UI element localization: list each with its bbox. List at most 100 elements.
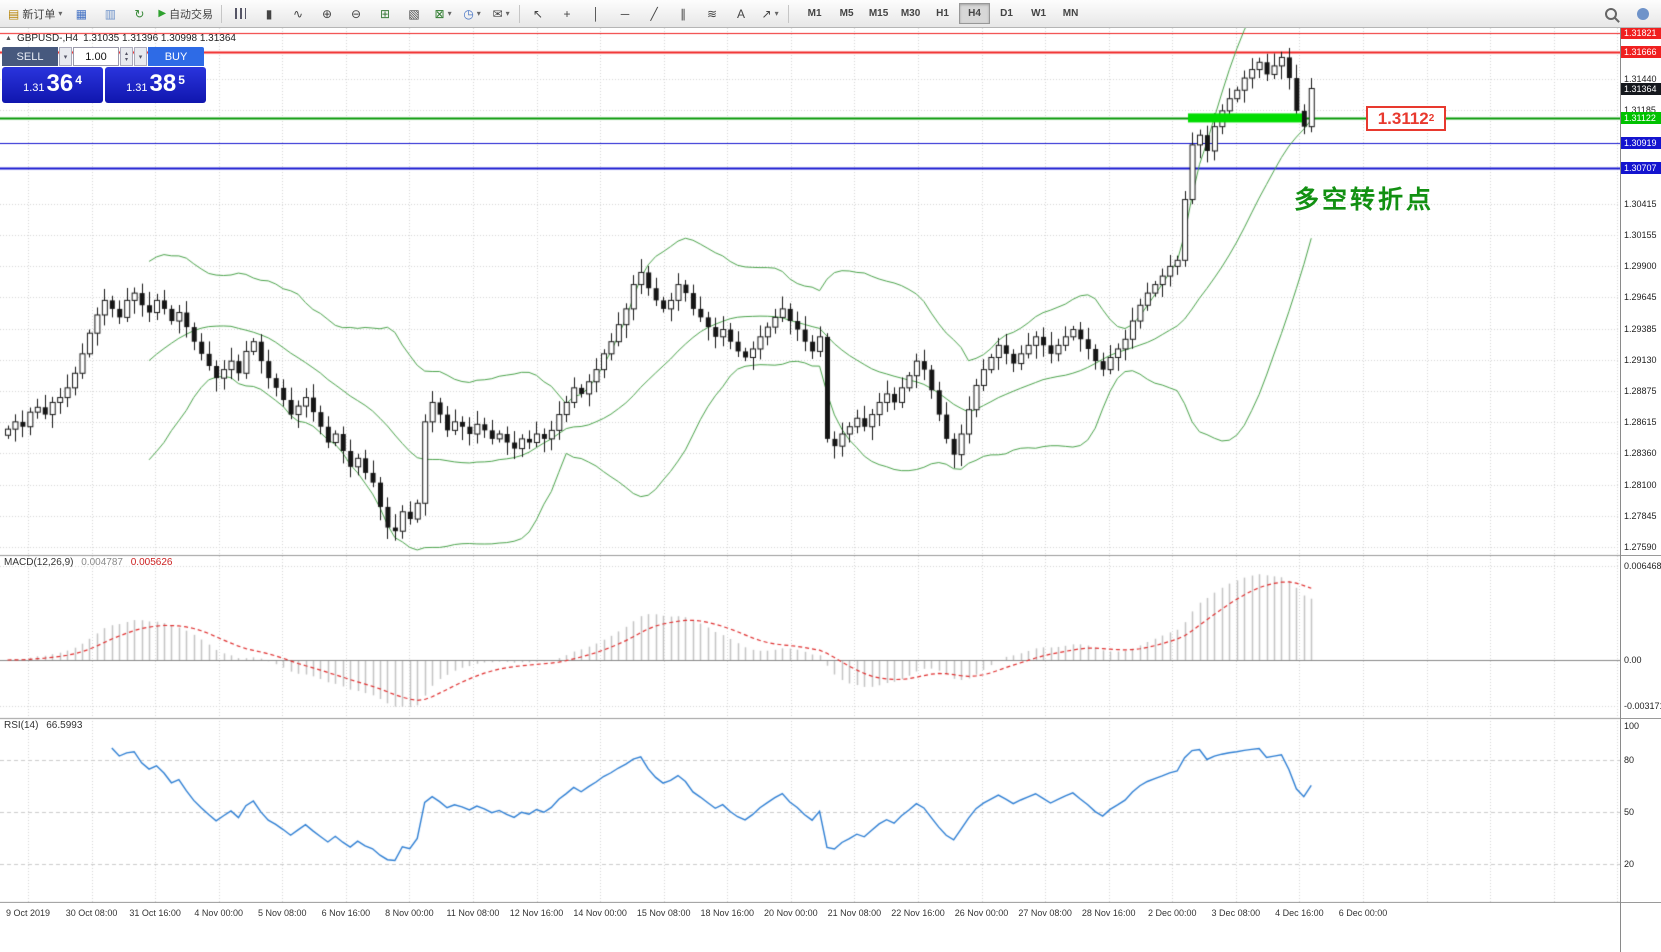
- toolbar-separator: [519, 4, 521, 23]
- market-watch-icon: ▥: [104, 6, 117, 21]
- time-axis-label: 22 Nov 16:00: [891, 908, 945, 918]
- price-badge: 1.31122: [1621, 111, 1661, 124]
- time-axis-label: 11 Nov 08:00: [446, 908, 500, 918]
- timeframe-m5[interactable]: M5: [839, 8, 854, 19]
- vertical-line-icon: │: [592, 6, 600, 21]
- indicators-button[interactable]: ⊠ ▾: [429, 2, 457, 26]
- sell-options-caret[interactable]: ▾: [59, 47, 72, 66]
- zoom-out-icon: ⊖: [351, 6, 362, 21]
- market-watch-button[interactable]: ▥: [96, 2, 124, 26]
- price-chart-canvas[interactable]: [0, 28, 1620, 903]
- charts-grid-icon: ▦: [75, 6, 88, 21]
- time-axis-label: 12 Nov 16:00: [509, 908, 564, 918]
- auto-arrange-icon: ▧: [408, 6, 420, 21]
- zoom-in-button[interactable]: ⊕: [313, 2, 341, 26]
- fibonacci-tool-button[interactable]: ≋: [698, 2, 726, 26]
- pane-separator: [1621, 718, 1661, 719]
- buy-options-caret[interactable]: ▾: [134, 47, 147, 66]
- vertical-line-tool-button[interactable]: │: [582, 2, 610, 26]
- time-axis-label: 14 Nov 00:00: [573, 908, 627, 918]
- text-icon: A: [737, 6, 746, 21]
- timeframe-h4[interactable]: H4: [959, 3, 991, 24]
- symbol-timeframe-label: GBPUSD-,H4: [16, 33, 79, 44]
- timeframe-m30[interactable]: M30: [900, 8, 921, 19]
- crosshair-tool-button[interactable]: +: [553, 2, 581, 26]
- community-icon: [1637, 7, 1649, 20]
- horizontal-line-icon: ─: [620, 6, 630, 21]
- cursor-tool-button[interactable]: ↖: [524, 2, 552, 26]
- new-order-button[interactable]: ▤ 新订单 ▾: [4, 2, 66, 26]
- auto-arrange-button[interactable]: ▧: [400, 2, 428, 26]
- sell-price-button[interactable]: 1.31 36 4: [2, 67, 103, 103]
- clock-icon: ◷: [463, 6, 474, 21]
- trade-panel-top-row: SELL ▾ 1.00 ▴ ▾ ▾ BUY: [2, 47, 206, 66]
- oneclick-collapse-icon[interactable]: ▲: [5, 35, 12, 42]
- arrows-tool-button[interactable]: ↗ ▾: [756, 2, 784, 26]
- time-axis-label: 3 Dec 08:00: [1211, 908, 1261, 918]
- search-button[interactable]: [1597, 2, 1625, 26]
- time-axis-label: 18 Nov 16:00: [700, 908, 755, 918]
- spinner-up-icon[interactable]: ▴: [124, 50, 128, 57]
- bar-chart-icon: [234, 8, 246, 19]
- timeframe-m1[interactable]: M1: [807, 8, 822, 19]
- line-chart-button[interactable]: ∿: [284, 2, 312, 26]
- price-tick: 1.29645: [1624, 292, 1657, 303]
- lot-size-input[interactable]: 1.00: [73, 47, 119, 66]
- bar-chart-button[interactable]: [226, 2, 254, 26]
- time-axis[interactable]: 9 Oct 2019 30 Oct 08:00 31 Oct 16:00 4 Nov …: [0, 903, 1620, 952]
- template-icon: ✉: [492, 6, 503, 21]
- price-badge: 1.31364: [1621, 82, 1661, 95]
- symbol-ohlc-values: 1.31035 1.31396 1.30998 1.31364: [83, 33, 236, 44]
- price-badge: 1.30919: [1621, 136, 1661, 149]
- price-badge: 1.31666: [1621, 45, 1661, 58]
- time-axis-label: 31 Oct 16:00: [129, 908, 181, 918]
- crosshair-icon: +: [563, 6, 571, 21]
- candlestick-chart-button[interactable]: ▮: [255, 2, 283, 26]
- text-tool-button[interactable]: A: [727, 2, 755, 26]
- periods-button[interactable]: ◷ ▾: [458, 2, 486, 26]
- channel-icon: ∥: [680, 6, 687, 21]
- time-axis-label: 4 Dec 16:00: [1275, 908, 1324, 918]
- price-tick: 1.30155: [1624, 230, 1657, 241]
- sell-price-big: 36: [46, 70, 74, 97]
- price-badge: 1.30707: [1621, 162, 1661, 175]
- horizontal-line-tool-button[interactable]: ─: [611, 2, 639, 26]
- timeframe-d1[interactable]: D1: [1000, 8, 1013, 19]
- timeframe-h1[interactable]: H1: [936, 8, 949, 19]
- autotrade-button[interactable]: ▶ 自动交易: [154, 2, 217, 26]
- refresh-button[interactable]: ↻: [125, 2, 153, 26]
- sell-button[interactable]: SELL: [2, 47, 58, 66]
- timeframe-w1[interactable]: W1: [1031, 8, 1047, 19]
- price-level-text: 1.3112: [1377, 108, 1429, 128]
- price-tick: 1.27845: [1624, 511, 1657, 522]
- search-icon: [1605, 7, 1617, 20]
- price-tick: 1.29900: [1624, 261, 1657, 272]
- price-scale[interactable]: 1.31440 1.31185 1.30415 1.30155 1.29900 1.296…: [1620, 27, 1661, 952]
- new-order-label: 新订单: [22, 8, 56, 21]
- templates-button[interactable]: ✉ ▾: [487, 2, 515, 26]
- tile-windows-button[interactable]: ⊞: [371, 2, 399, 26]
- spinner-down-icon[interactable]: ▾: [124, 56, 128, 63]
- lot-spinner[interactable]: ▴ ▾: [120, 47, 133, 66]
- trendline-tool-button[interactable]: ╱: [640, 2, 668, 26]
- community-button[interactable]: [1629, 2, 1657, 26]
- buy-price-sup: 5: [178, 73, 185, 87]
- charts-window-button[interactable]: ▦: [67, 2, 95, 26]
- price-level-label: 1.3112 2: [1366, 106, 1446, 131]
- macd-scale-tick: 0.006468: [1624, 561, 1661, 571]
- indicators-add-icon: ⊠: [434, 6, 445, 21]
- buy-button[interactable]: BUY: [148, 47, 204, 66]
- one-click-trade-panel: SELL ▾ 1.00 ▴ ▾ ▾ BUY 1.31 36 4 1.31 38 5: [2, 47, 206, 103]
- zoom-out-button[interactable]: ⊖: [342, 2, 370, 26]
- buy-price-button[interactable]: 1.31 38 5: [105, 67, 206, 103]
- refresh-icon: ↻: [134, 6, 145, 21]
- timeframe-m15[interactable]: M15: [868, 8, 889, 19]
- price-tick: 1.27590: [1624, 542, 1657, 552]
- pane-separator: [1621, 902, 1661, 903]
- channel-tool-button[interactable]: ∥: [669, 2, 697, 26]
- timeframe-mn[interactable]: MN: [1062, 8, 1079, 19]
- chart-symbol-header: ▲ GBPUSD-,H4 1.31035 1.31396 1.30998 1.3…: [5, 33, 236, 44]
- timeframe-group: M1 M5 M15 M30 H1 H4 D1 W1 MN: [799, 3, 1086, 24]
- arrow-icon: ↗: [761, 6, 772, 21]
- time-axis-label: 9 Oct 2019: [5, 908, 51, 918]
